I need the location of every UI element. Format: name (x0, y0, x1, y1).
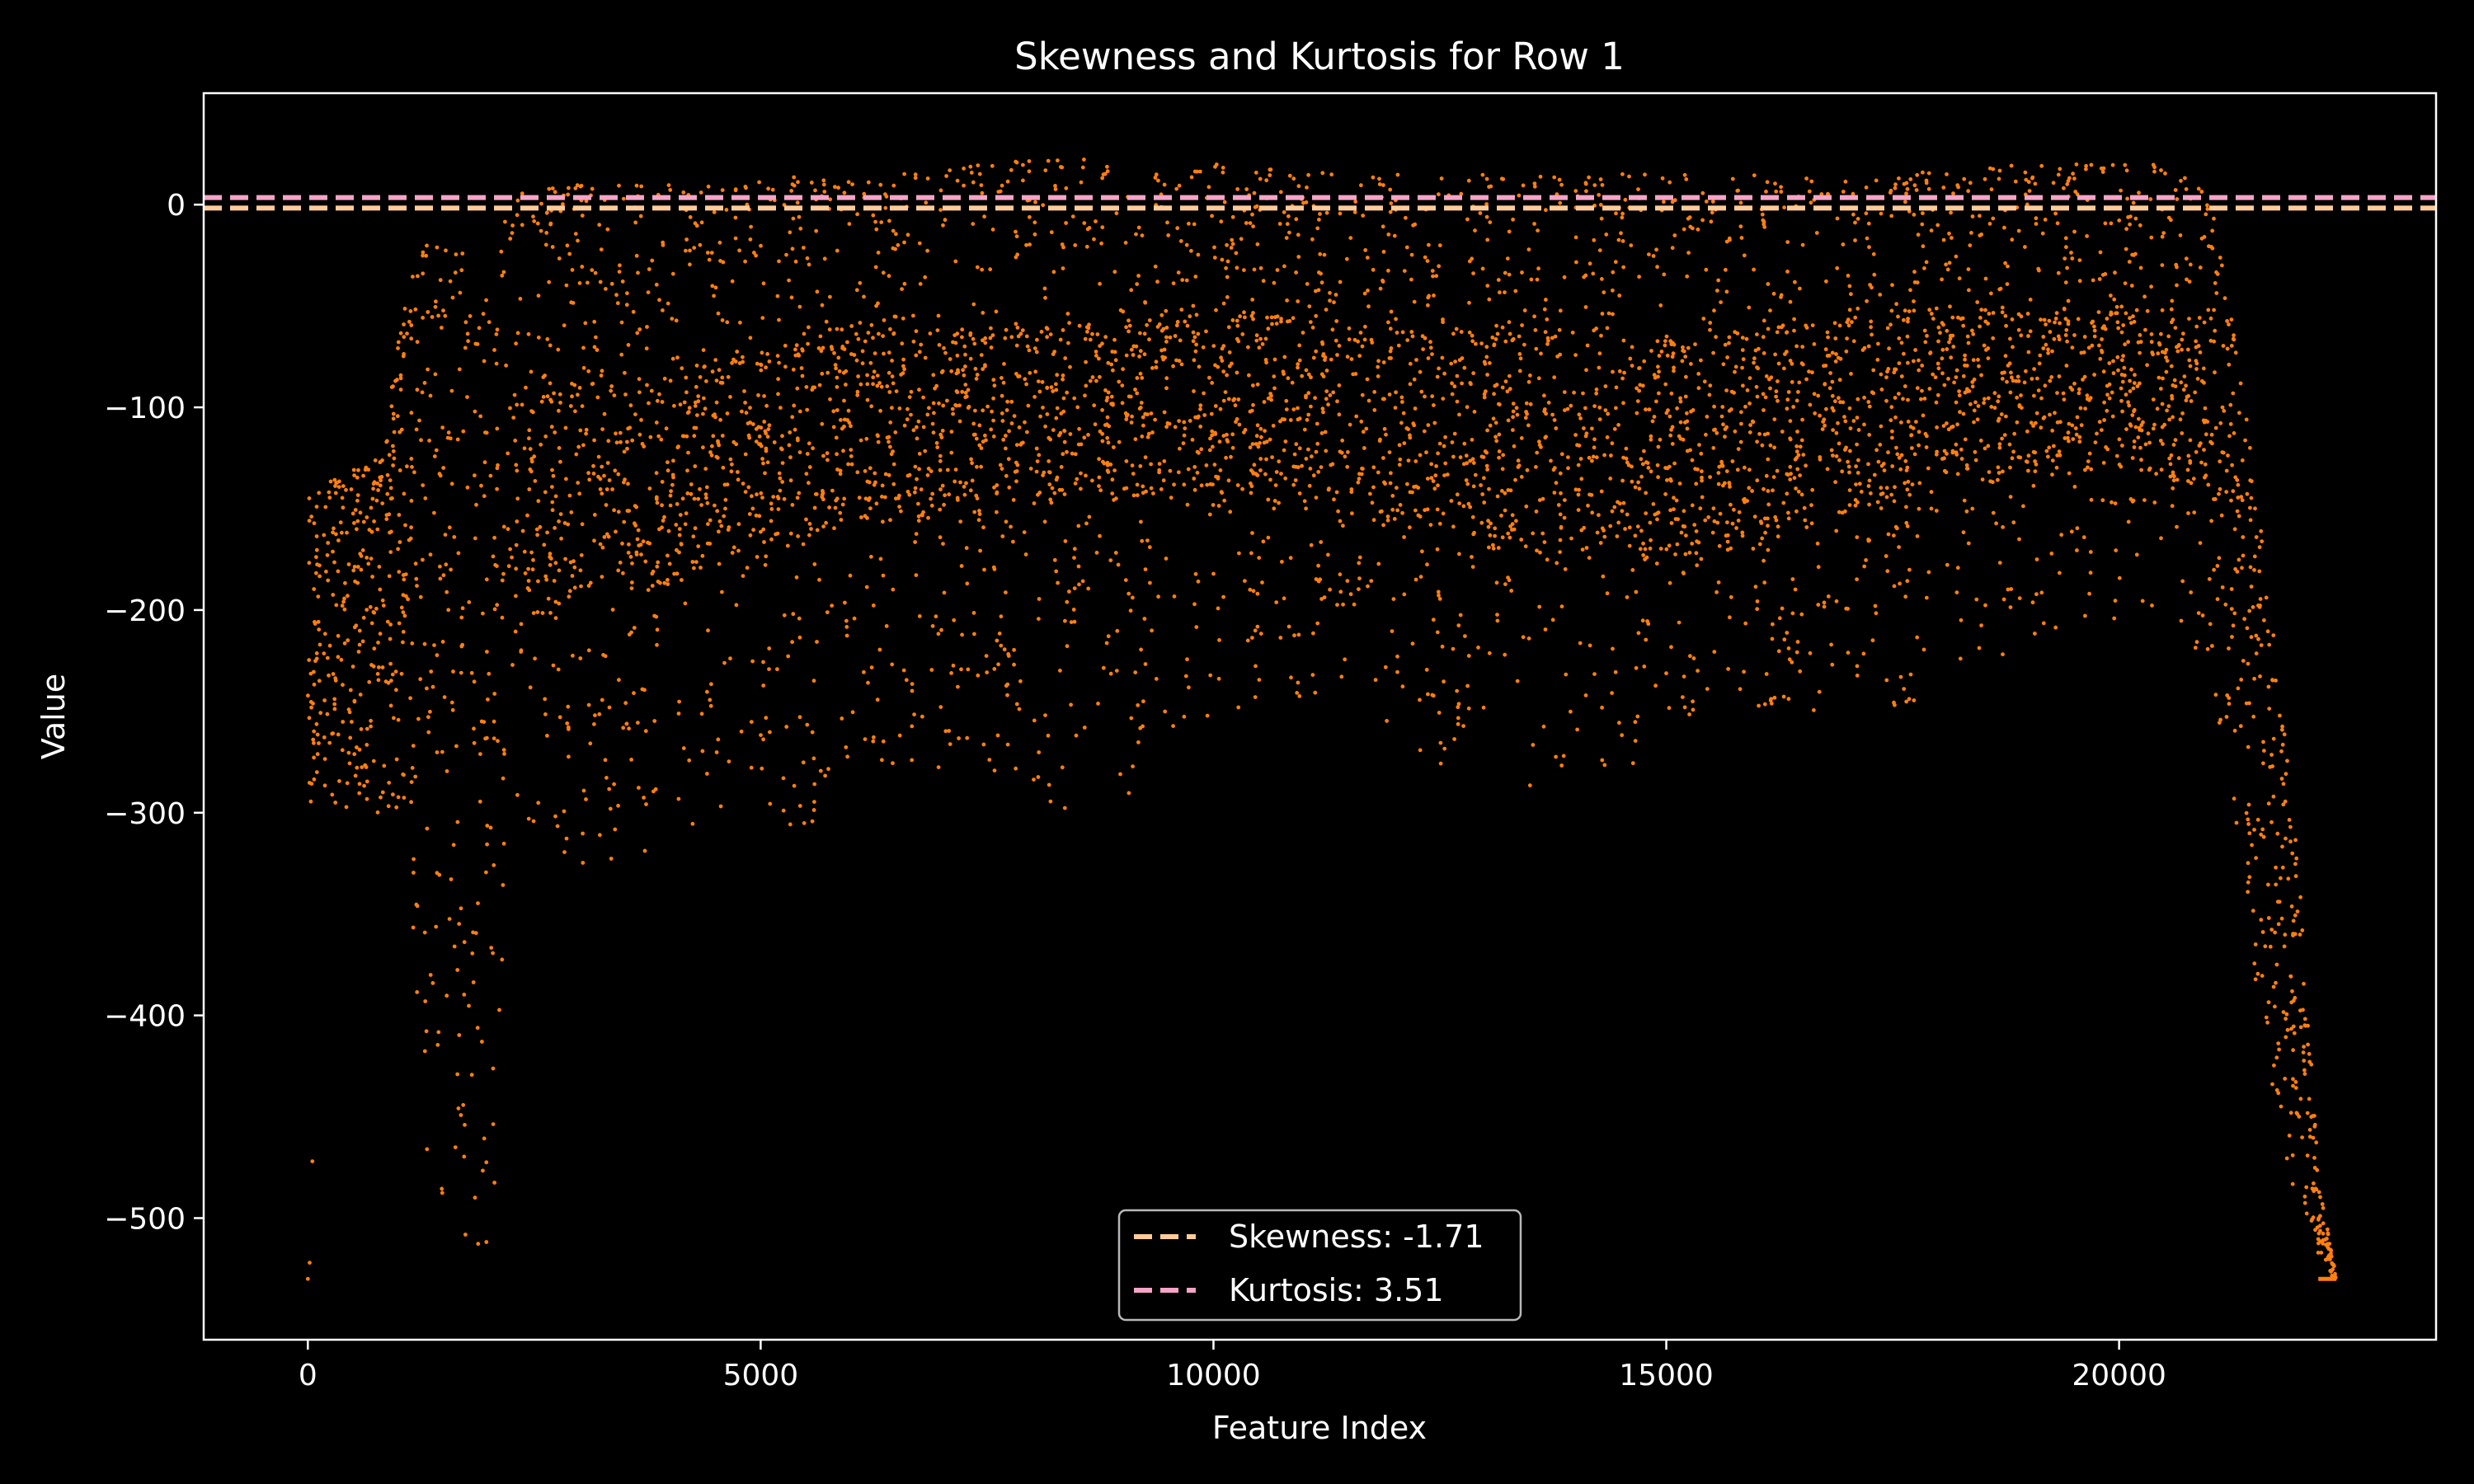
legend-skewness-label: Skewness: -1.71 (1229, 1219, 1484, 1255)
legend: Skewness: -1.71 Kurtosis: 3.51 (1117, 1209, 1522, 1322)
x-tick-label: 0 (299, 1359, 317, 1392)
y-axis-ticks: 0 −100 −200 −300 −400 −500 (104, 189, 204, 1236)
x-tick-label: 20000 (2072, 1359, 2166, 1392)
y-axis-label: Value (35, 674, 72, 759)
plot-frame (202, 92, 2438, 1341)
x-axis-ticks: 0 5000 10000 15000 20000 (299, 1340, 2166, 1392)
legend-box (1117, 1209, 1522, 1322)
y-tick-label: −400 (104, 1000, 186, 1034)
y-tick-label: −500 (104, 1202, 186, 1236)
x-tick-label: 15000 (1619, 1359, 1714, 1392)
x-tick-label: 10000 (1166, 1359, 1261, 1392)
scatter-points (305, 157, 2338, 1281)
reference-lines (204, 195, 2436, 211)
x-axis-label: Feature Index (1212, 1410, 1427, 1446)
y-tick-label: −100 (104, 392, 186, 425)
y-tick-label: −200 (104, 594, 186, 628)
chart-title: Skewness and Kurtosis for Row 1 (1014, 35, 1625, 78)
legend-kurtosis-label: Kurtosis: 3.51 (1229, 1272, 1444, 1308)
x-tick-label: 5000 (723, 1359, 799, 1392)
y-tick-label: 0 (167, 189, 186, 223)
y-tick-label: −300 (104, 797, 186, 831)
